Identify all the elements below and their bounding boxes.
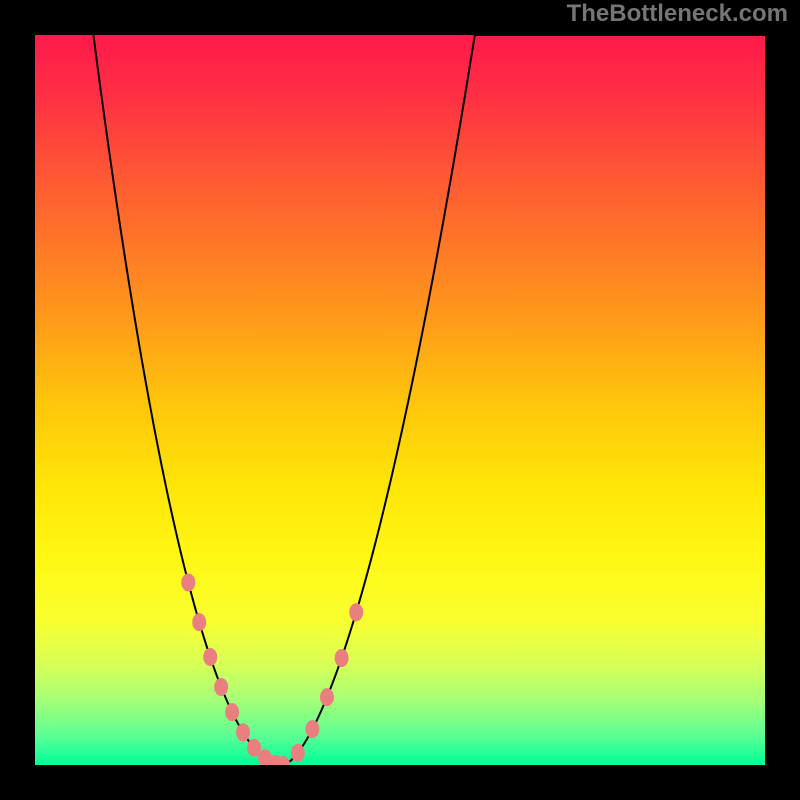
- gradient-background: [35, 35, 765, 765]
- plot-area: [35, 35, 765, 765]
- data-marker: [181, 574, 195, 592]
- data-marker: [305, 720, 319, 738]
- data-marker: [291, 744, 305, 762]
- data-marker: [349, 603, 363, 621]
- data-marker: [225, 703, 239, 721]
- data-marker: [320, 688, 334, 706]
- chart-frame: TheBottleneck.com: [0, 0, 800, 800]
- data-marker: [335, 649, 349, 667]
- watermark-text: TheBottleneck.com: [567, 0, 788, 28]
- data-marker: [214, 678, 228, 696]
- data-marker: [236, 723, 250, 741]
- data-marker: [192, 613, 206, 631]
- chart-svg: [35, 35, 765, 765]
- data-marker: [203, 648, 217, 666]
